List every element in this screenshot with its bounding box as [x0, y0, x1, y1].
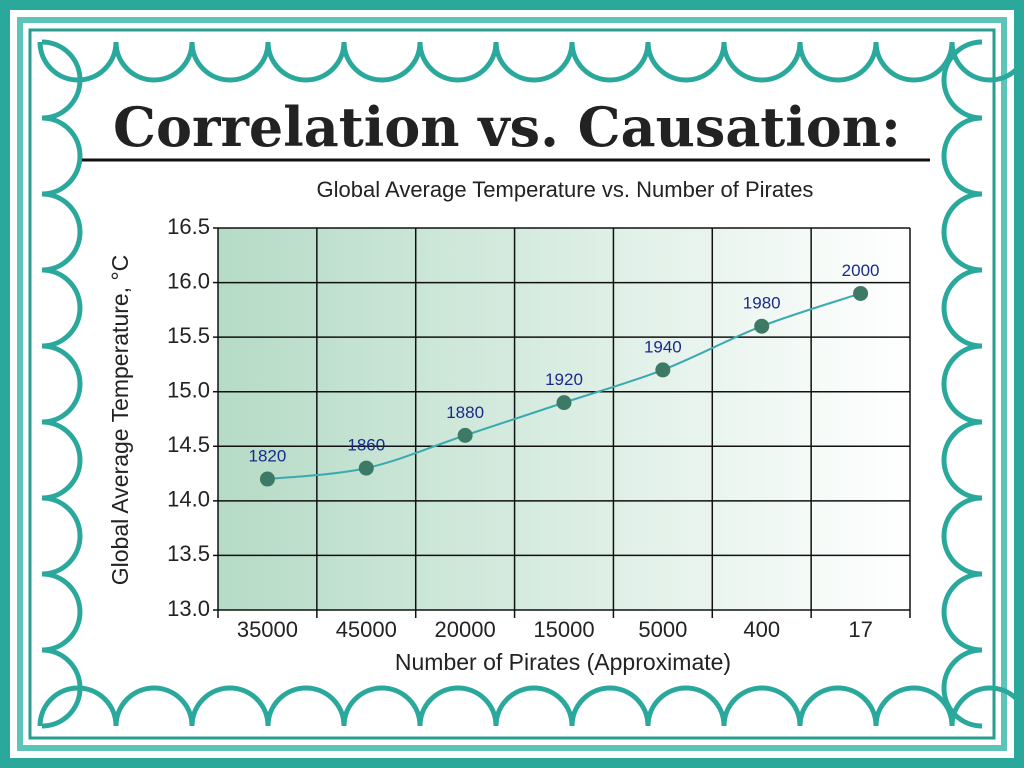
chart-title: Global Average Temperature vs. Number of… [317, 177, 814, 202]
frame-line [28, 28, 996, 740]
y-tick-label: 15.0 [167, 378, 210, 403]
x-tick-label: 17 [848, 617, 872, 642]
scallop-border [37, 39, 1024, 729]
data-point [556, 395, 572, 411]
data-point [457, 427, 473, 443]
y-axis-label: Global Average Temperature, °C [107, 255, 133, 586]
x-axis-label: Number of Pirates (Approximate) [395, 649, 731, 675]
y-tick-label: 14.0 [167, 487, 210, 512]
heading: Correlation vs. Causation: [113, 95, 901, 159]
x-tick-label: 45000 [336, 617, 397, 642]
y-tick-label: 16.5 [167, 214, 210, 239]
x-tick-label: 5000 [638, 617, 687, 642]
point-label: 1980 [743, 294, 781, 313]
data-point [655, 362, 671, 378]
point-label: 1820 [249, 447, 287, 466]
data-point [259, 471, 275, 487]
point-label: 1920 [545, 370, 583, 389]
data-point [358, 460, 374, 476]
y-tick-label: 15.5 [167, 323, 210, 348]
x-tick-label: 20000 [435, 617, 496, 642]
y-tick-label: 13.5 [167, 541, 210, 566]
point-label: 1880 [446, 403, 484, 422]
data-point [853, 285, 869, 301]
scallop [37, 39, 1024, 729]
point-label: 2000 [842, 261, 880, 280]
plot-area [218, 228, 910, 610]
frame-inner [17, 17, 1007, 751]
x-tick-label: 35000 [237, 617, 298, 642]
x-tick-label: 15000 [533, 617, 594, 642]
point-label: 1940 [644, 337, 682, 356]
point-label: 1860 [347, 436, 385, 455]
data-point [754, 318, 770, 334]
x-tick-label: 400 [743, 617, 780, 642]
y-tick-label: 14.5 [167, 432, 210, 457]
y-tick-label: 16.0 [167, 268, 210, 293]
y-tick-label: 13.0 [167, 596, 210, 621]
